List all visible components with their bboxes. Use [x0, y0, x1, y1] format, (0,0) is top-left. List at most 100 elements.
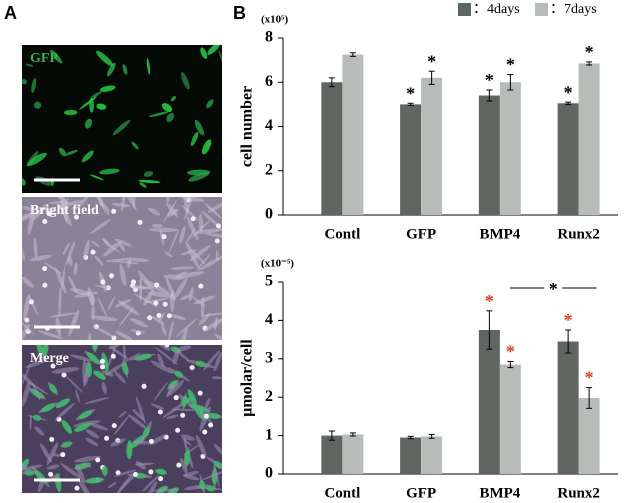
cell: [100, 364, 106, 370]
y-tick-label: 8: [265, 29, 273, 46]
cell: [99, 85, 116, 92]
cell: [27, 293, 39, 316]
cell: [107, 296, 115, 311]
cell: [134, 440, 151, 445]
cell: [218, 50, 222, 62]
cell: [170, 96, 177, 102]
cell: [180, 434, 195, 441]
error-bar: [349, 432, 356, 437]
cell: [113, 415, 130, 436]
cell: [63, 109, 78, 116]
bar: [400, 104, 422, 215]
cell: [58, 197, 67, 202]
cell: [179, 327, 188, 340]
cell: [75, 389, 80, 403]
y-tick-label: 6: [265, 73, 273, 90]
cell: [74, 455, 101, 463]
cell: [199, 406, 211, 431]
cell: [184, 449, 191, 467]
error-bar: [328, 430, 335, 441]
bar: [342, 54, 364, 215]
cell: [83, 239, 90, 260]
cell: [161, 103, 173, 112]
cell: [215, 250, 219, 262]
cell: [101, 352, 109, 372]
error-bar: [407, 435, 414, 440]
cell: [50, 363, 56, 369]
cell: [22, 380, 31, 407]
cell: [167, 383, 175, 396]
cell: [154, 282, 160, 288]
cell: [118, 242, 126, 252]
cell: [207, 200, 222, 213]
cell: [41, 403, 55, 413]
cells: [22, 197, 222, 340]
cell: [152, 488, 179, 492]
significance-marker: *: [485, 70, 494, 90]
cell: [22, 211, 34, 221]
x-tick-label: Contl: [324, 226, 360, 242]
error-bar: [486, 310, 493, 350]
cell: [170, 266, 195, 271]
y-tick-label: 4: [265, 117, 273, 134]
cell: [175, 271, 205, 279]
cell: [204, 397, 211, 410]
cell: [90, 249, 96, 255]
cell: [95, 457, 101, 463]
cell: [69, 354, 92, 362]
cell: [134, 462, 155, 466]
cell: [74, 291, 99, 298]
error-bar: [586, 387, 593, 409]
significance-marker: *: [564, 310, 573, 330]
cell: [112, 119, 131, 136]
cell: [181, 437, 192, 446]
cell: [175, 427, 181, 433]
cell: [24, 317, 30, 323]
cell: [42, 282, 48, 288]
cell: [60, 463, 81, 479]
cell: [78, 410, 93, 420]
cell: [89, 174, 104, 181]
cell: [54, 402, 75, 421]
cell: [90, 294, 95, 306]
y-tick-label: 3: [265, 349, 273, 366]
cell: [68, 275, 78, 294]
cell: [141, 383, 147, 389]
error-bar: [428, 433, 435, 439]
cell: [150, 360, 174, 374]
micrograph: Bright field: [22, 197, 222, 340]
cell: [28, 299, 34, 305]
cell: [189, 245, 211, 261]
cell: [111, 208, 117, 214]
legend-label: ：4days: [473, 2, 520, 17]
bar: [578, 63, 600, 215]
cell: [200, 296, 205, 319]
cell: [187, 389, 197, 406]
cell: [138, 179, 161, 184]
cell: [78, 479, 92, 493]
cells: [22, 345, 222, 493]
cell: [51, 367, 80, 374]
cell: [61, 266, 66, 291]
significance-marker: *: [485, 291, 494, 311]
cell: [195, 434, 207, 458]
cell: [91, 345, 98, 351]
cell: [156, 313, 162, 319]
bar: [557, 103, 579, 215]
error-bar: [507, 74, 514, 91]
cell: [127, 258, 131, 269]
cell: [205, 233, 222, 238]
legend-label: ：7days: [550, 2, 597, 17]
cells: [22, 45, 222, 188]
significance-marker: *: [427, 51, 436, 71]
cell: [132, 197, 136, 208]
cell: [214, 238, 220, 244]
cell: [142, 475, 160, 492]
cell: [27, 211, 35, 236]
cell: [104, 435, 110, 441]
cell: [190, 131, 199, 147]
cell: [61, 419, 73, 434]
cell: [114, 370, 126, 384]
cell: [105, 363, 124, 376]
cell: [85, 361, 93, 378]
